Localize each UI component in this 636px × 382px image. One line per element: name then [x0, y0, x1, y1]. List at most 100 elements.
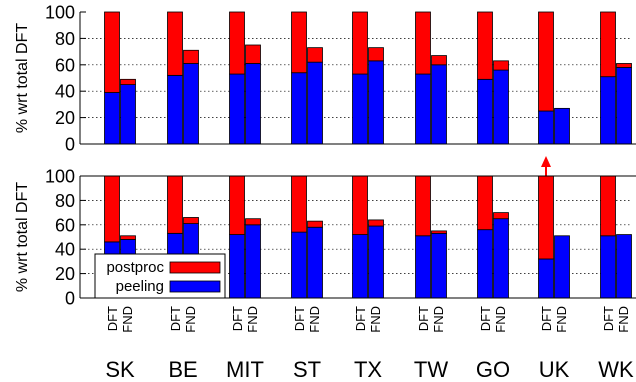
category-label-wk: WK — [598, 357, 634, 382]
bar-label-dft: DFT — [353, 306, 368, 331]
bar-postproc-be-fnd — [183, 217, 199, 224]
bar-peeling-go-fnd — [493, 218, 509, 299]
category-label-mit: MIT — [226, 357, 264, 382]
y-tick-label: 60 — [55, 55, 75, 75]
y-tick-label: 100 — [45, 167, 75, 187]
bar-label-fnd: FND — [183, 306, 198, 333]
bar-peeling-go-dft — [477, 78, 493, 145]
category-label-uk: UK — [539, 357, 570, 382]
bar-peeling-wk-fnd — [616, 67, 632, 145]
bar-peeling-go-dft — [477, 229, 493, 299]
bar-postproc-mit-fnd — [245, 44, 261, 64]
bar-postproc-st-dft — [291, 175, 307, 233]
bar-peeling-tx-dft — [352, 234, 368, 299]
y-tick-label: 80 — [55, 191, 75, 211]
bar-label-fnd: FND — [307, 306, 322, 333]
bar-peeling-tw-fnd — [431, 232, 447, 299]
bar-postproc-tw-dft — [415, 175, 431, 237]
bar-postproc-tx-dft — [352, 11, 368, 75]
legend-label-postproc: postproc — [106, 259, 164, 276]
bar-peeling-mit-fnd — [245, 224, 261, 299]
bar-label-dft: DFT — [105, 306, 120, 331]
bar-label-fnd: FND — [493, 306, 508, 333]
category-label-go: GO — [476, 357, 510, 382]
bar-peeling-mit-dft — [229, 234, 245, 299]
bar-peeling-st-dft — [291, 72, 307, 145]
bar-peeling-uk-dft — [538, 110, 554, 145]
bar-label-fnd: FND — [120, 306, 135, 333]
bar-postproc-st-dft — [291, 11, 307, 74]
bar-postproc-wk-fnd — [616, 63, 632, 68]
bar-label-dft: DFT — [230, 306, 245, 331]
bar-peeling-tx-dft — [352, 73, 368, 145]
bar-peeling-uk-fnd — [554, 107, 570, 145]
bar-label-fnd: FND — [554, 306, 569, 333]
bar-peeling-uk-dft — [538, 258, 554, 299]
bar-postproc-tw-dft — [415, 11, 431, 75]
bar-postproc-sk-dft — [104, 175, 120, 243]
bar-peeling-tw-dft — [415, 235, 431, 299]
bar-postproc-tw-fnd — [431, 230, 447, 234]
category-label-be: BE — [168, 357, 197, 382]
bar-postproc-be-dft — [167, 11, 183, 76]
bar-postproc-be-dft — [167, 175, 183, 234]
bar-postproc-go-fnd — [493, 60, 509, 71]
bar-label-fnd: FND — [245, 306, 260, 333]
bar-postproc-tx-fnd — [368, 219, 384, 227]
y-axis-label: % wrt total DFT — [14, 23, 31, 133]
y-tick-label: 80 — [55, 29, 75, 49]
category-label-sk: SK — [105, 357, 135, 382]
bar-postproc-sk-fnd — [120, 78, 136, 85]
y-tick-label: 20 — [55, 108, 75, 128]
bar-postproc-go-dft — [477, 175, 493, 231]
y-tick-label: 0 — [65, 135, 75, 155]
legend-swatch-postproc — [169, 261, 221, 274]
bar-postproc-wk-dft — [600, 175, 616, 237]
top-panel: 0 20 40 60 80 100 % wrt total DFT — [14, 3, 636, 155]
bar-label-dft: DFT — [478, 306, 493, 331]
bar-label-dft: DFT — [292, 306, 307, 331]
legend-swatch-peeling — [169, 280, 221, 293]
y-axis-label: % wrt total DFT — [14, 182, 31, 292]
bar-postproc-uk-dft — [538, 11, 554, 112]
bar-peeling-tw-fnd — [431, 64, 447, 145]
arrow-annotation — [541, 156, 551, 167]
legend: postproc peeling — [94, 253, 226, 299]
bar-peeling-sk-dft — [104, 92, 120, 145]
bar-label-fnd: FND — [616, 306, 631, 333]
bar-postproc-wk-dft — [600, 11, 616, 78]
bar-postproc-sk-dft — [104, 11, 120, 93]
bar-postproc-sk-fnd — [120, 235, 136, 240]
bar-peeling-be-fnd — [183, 63, 199, 145]
bar-postproc-st-fnd — [307, 220, 323, 228]
bar-postproc-mit-dft — [229, 11, 245, 75]
bar-label-dft: DFT — [539, 306, 554, 331]
y-tick-label: 0 — [65, 289, 75, 309]
bar-postproc-mit-fnd — [245, 218, 261, 226]
category-label-tx: TX — [354, 357, 382, 382]
bar-peeling-sk-fnd — [120, 84, 136, 145]
bar-postproc-uk-dft — [538, 175, 554, 260]
category-label-st: ST — [293, 357, 321, 382]
bar-postproc-tx-dft — [352, 175, 368, 235]
bar-peeling-st-fnd — [307, 61, 323, 145]
bar-label-dft: DFT — [601, 306, 616, 331]
bar-peeling-st-dft — [291, 231, 307, 299]
legend-label-peeling: peeling — [116, 278, 164, 295]
bar-postproc-go-dft — [477, 11, 493, 80]
bar-peeling-st-fnd — [307, 226, 323, 299]
bar-peeling-wk-dft — [600, 235, 616, 299]
bar-peeling-wk-dft — [600, 76, 616, 145]
bar-peeling-tx-fnd — [368, 225, 384, 299]
bar-postproc-mit-dft — [229, 175, 245, 235]
y-tick-label: 20 — [55, 264, 75, 284]
y-tick-label: 40 — [55, 240, 75, 260]
bar-peeling-mit-dft — [229, 73, 245, 145]
bar-label-fnd: FND — [368, 306, 383, 333]
bar-peeling-tx-fnd — [368, 60, 384, 145]
bar-postproc-tx-fnd — [368, 47, 384, 62]
bar-peeling-wk-fnd — [616, 234, 632, 299]
bar-peeling-go-fnd — [493, 69, 509, 145]
